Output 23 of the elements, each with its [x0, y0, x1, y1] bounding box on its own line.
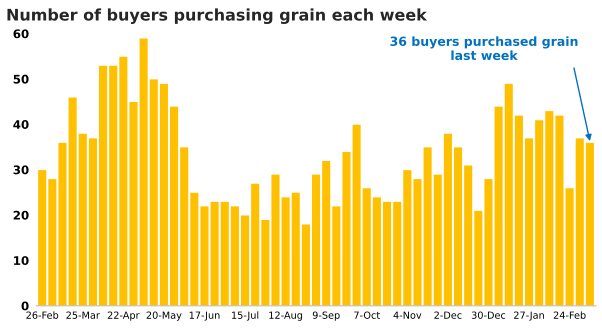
y-tick-label: 30 [14, 165, 29, 174]
y-tick-label: 40 [13, 120, 29, 129]
y-tick-label: 10 [14, 256, 29, 266]
x-tick-label: 26-Feb [26, 311, 58, 319]
y-tick-label: 60 [13, 29, 29, 38]
y-tick-label: 50 [14, 74, 29, 84]
x-tick-label: 25-Mar [66, 311, 100, 319]
y-tick-label: 0 [22, 301, 29, 310]
x-tick-label: 17-Jun [190, 312, 220, 321]
x-tick-label: 20-May [146, 311, 182, 321]
x-tick-label: 2-Dec [434, 311, 462, 319]
x-tick-label: 7-Oct [354, 311, 380, 319]
x-tick-label: 22-Apr [108, 311, 140, 321]
x-tick-label: 30-Dec [472, 311, 506, 319]
chart-title: Number of buyers purchasing grain each week [7, 8, 428, 24]
x-tick-label: 27-Jan [514, 311, 544, 321]
x-tick-label: 12-Aug [269, 311, 302, 321]
x-tick-label: 9-Sep [312, 311, 340, 321]
x-tick-label: 24-Feb [554, 311, 586, 319]
x-tick-label: 15-Jul [232, 311, 258, 321]
y-tick-label: 20 [14, 210, 29, 220]
x-tick-label: 4-Nov [393, 312, 422, 319]
annotation: 36 buyers purchased grain last week [390, 36, 578, 60]
